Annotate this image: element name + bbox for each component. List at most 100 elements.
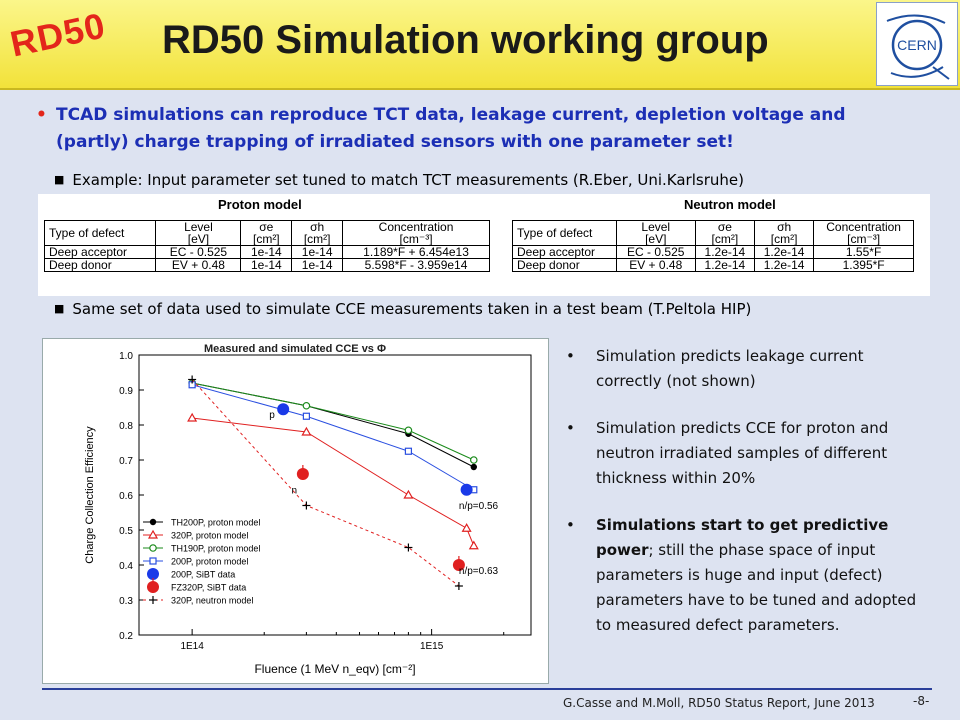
series-5-point	[452, 559, 465, 571]
series-5-point	[296, 468, 309, 480]
chart-annotation: n	[292, 485, 298, 496]
legend-marker	[149, 544, 157, 552]
series-0-point	[470, 463, 477, 471]
main-bullet: • TCAD simulations can reproduce TCT dat…	[36, 102, 916, 156]
header-unit: [cm²]	[770, 232, 798, 246]
series-3-point	[404, 447, 413, 455]
table-cell: 1e-14	[240, 258, 293, 272]
plot-frame	[138, 354, 532, 636]
page-number: -8-	[913, 694, 930, 708]
series-4-point	[277, 403, 290, 416]
neutron-model-table: Type of defect Level [eV] σe [cm²] σh [cm²] Con…	[512, 220, 914, 272]
series-2-point	[302, 401, 311, 410]
table-cell: 1.2e-14	[753, 245, 815, 259]
table-cell: EV + 0.48	[615, 258, 696, 272]
table-header-row: Type of defect Level [eV] σe [cm²] σh [cm²] Con…	[43, 220, 490, 246]
table-cell: EC - 0.525	[615, 245, 696, 259]
cce-chart: Measured and simulated CCE vs Φ 0.2 0.3 0.4…	[42, 338, 549, 684]
right-bullet-text: ; still the phase space of input paramet…	[596, 541, 917, 634]
series-2-point	[404, 426, 413, 435]
sub-bullet-1: ■ Example: Input parameter set tuned to m…	[54, 171, 744, 189]
right-bullet-1: • Simulation predicts leakage current co…	[566, 344, 926, 394]
table-header-cell: Level [eV]	[615, 220, 696, 246]
series-1-point	[187, 412, 198, 422]
series-6-point	[404, 543, 413, 552]
bullet-dot: •	[36, 105, 47, 125]
legend-label: TH200P, proton model	[171, 518, 260, 528]
legend-marker	[147, 568, 159, 580]
main-bullet-text: TCAD simulations can reproduce TCT data,…	[56, 105, 846, 152]
table-row: Deep donor EV + 0.48 1e-14 1e-14 5.598*F - 3…	[43, 258, 490, 272]
header-unit: [cm²]	[303, 232, 331, 246]
table-row: Deep donor EV + 0.48 1.2e-14 1.2e-14 1.395*F	[512, 258, 914, 272]
x-tick-label: 1E15	[420, 641, 444, 652]
header-unit: [cm²]	[252, 232, 280, 246]
series-1-point	[461, 523, 472, 532]
y-tick-label: 1.0	[119, 351, 133, 362]
table-row: Deep acceptor EC - 0.525 1.2e-14 1.2e-14 1.5…	[512, 245, 914, 259]
header-line: Level	[184, 220, 213, 234]
table-header-cell: σh [cm²]	[753, 220, 815, 246]
series-line-6	[191, 379, 460, 587]
table-cell: EC - 0.525	[155, 245, 242, 259]
right-bullet-3: • Simulations start to get predictive po…	[566, 513, 926, 638]
legend-label: TH190P, proton model	[171, 544, 260, 554]
right-bullet-2: • Simulation predicts CCE for proton and…	[566, 416, 926, 491]
table-cell: Deep donor	[512, 258, 617, 272]
sub-bullet-2: ■ Same set of data used to simulate CCE m…	[54, 300, 751, 318]
table-header-cell: Concentration [cm⁻³]	[342, 220, 490, 246]
legend-label: 200P, SiBT data	[171, 570, 235, 580]
cern-logo-icon: CERN	[886, 14, 950, 80]
series-line-2	[192, 382, 474, 461]
footer-divider	[42, 688, 932, 690]
rd50-logo: RD50	[6, 4, 110, 65]
chart-title: Measured and simulated CCE vs Φ	[204, 343, 386, 355]
table-cell: 1.2e-14	[694, 258, 756, 272]
chart-annotation: n/p=0.56	[459, 501, 499, 512]
header-line: Type of defect	[49, 226, 125, 240]
series-6-point	[302, 501, 311, 510]
table-header-cell: Concentration [cm⁻³]	[813, 220, 914, 246]
legend-marker	[149, 557, 157, 565]
table-title: Proton model	[218, 197, 302, 212]
table-header-cell: σe [cm²]	[240, 220, 293, 246]
table-header-cell: Type of defect	[512, 220, 617, 246]
defect-tables: Proton model Type of defect Level [eV] σe [c…	[38, 194, 930, 296]
slide-title: RD50 Simulation working group	[162, 18, 769, 62]
square-bullet-icon: ■	[54, 302, 65, 315]
legend-marker	[149, 518, 157, 526]
series-1-point	[403, 489, 414, 499]
table-row: Deep acceptor EC - 0.525 1e-14 1e-14 1.189*F…	[43, 245, 490, 259]
cce-chart-svg: Measured and simulated CCE vs Φ 0.2 0.3 0.4…	[84, 343, 532, 676]
series-3-point	[302, 412, 310, 420]
header-line: Concentration	[826, 220, 901, 234]
right-bullets: • Simulation predicts leakage current co…	[566, 344, 926, 660]
sub-bullet-text: Example: Input parameter set tuned to ma…	[72, 171, 744, 189]
legend-marker	[149, 596, 157, 604]
chart-annotation: p	[269, 410, 275, 421]
header-line: Concentration	[378, 220, 454, 234]
bullet-dot: •	[566, 419, 575, 437]
y-axis-label: Charge Collection Efficiency	[84, 426, 96, 564]
table-header-row: Type of defect Level [eV] σe [cm²] σh [cm²] Con…	[512, 220, 914, 246]
table-cell: 1.189*F + 6.454e13	[342, 245, 490, 259]
legend-label: 320P, neutron model	[171, 596, 253, 606]
table-cell: Deep acceptor	[512, 245, 617, 259]
series-6-point	[188, 375, 197, 384]
header-bar: RD50 RD50 Simulation working group CERN	[0, 0, 960, 90]
table-header-cell: Type of defect	[43, 220, 157, 246]
legend-marker	[147, 529, 159, 539]
footer-citation: G.Casse and M.Moll, RD50 Status Report, …	[563, 696, 875, 710]
series-1-point	[301, 426, 312, 436]
y-tick-label: 0.4	[119, 561, 133, 572]
x-tick-label: 1E14	[180, 641, 204, 652]
legend-label: 320P, proton model	[171, 531, 248, 541]
table-cell: 1.2e-14	[694, 245, 756, 259]
series-6-point	[454, 582, 463, 590]
table-header-cell: σe [cm²]	[694, 220, 756, 246]
header-line: σh	[310, 220, 325, 234]
header-line: σe	[259, 220, 274, 234]
cern-logo: CERN	[876, 2, 958, 86]
bullet-dot: •	[566, 347, 575, 365]
header-unit: [cm⁻³]	[399, 232, 433, 246]
